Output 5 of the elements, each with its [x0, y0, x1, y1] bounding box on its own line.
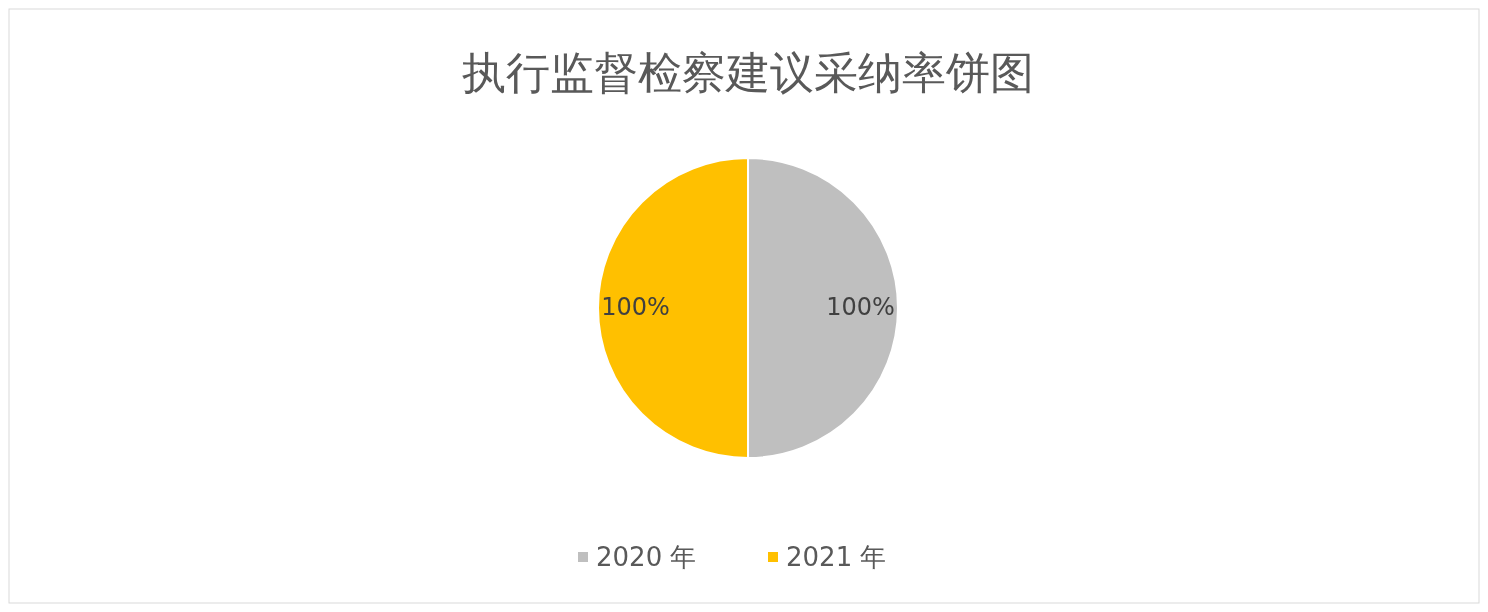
data-label: 100% — [601, 293, 670, 321]
chart-title: 执行监督检察建议采纳率饼图 — [462, 47, 1034, 98]
legend-label: 2020 年 — [596, 541, 697, 572]
legend-label: 2021 年 — [786, 541, 887, 572]
data-label: 100% — [826, 293, 895, 321]
